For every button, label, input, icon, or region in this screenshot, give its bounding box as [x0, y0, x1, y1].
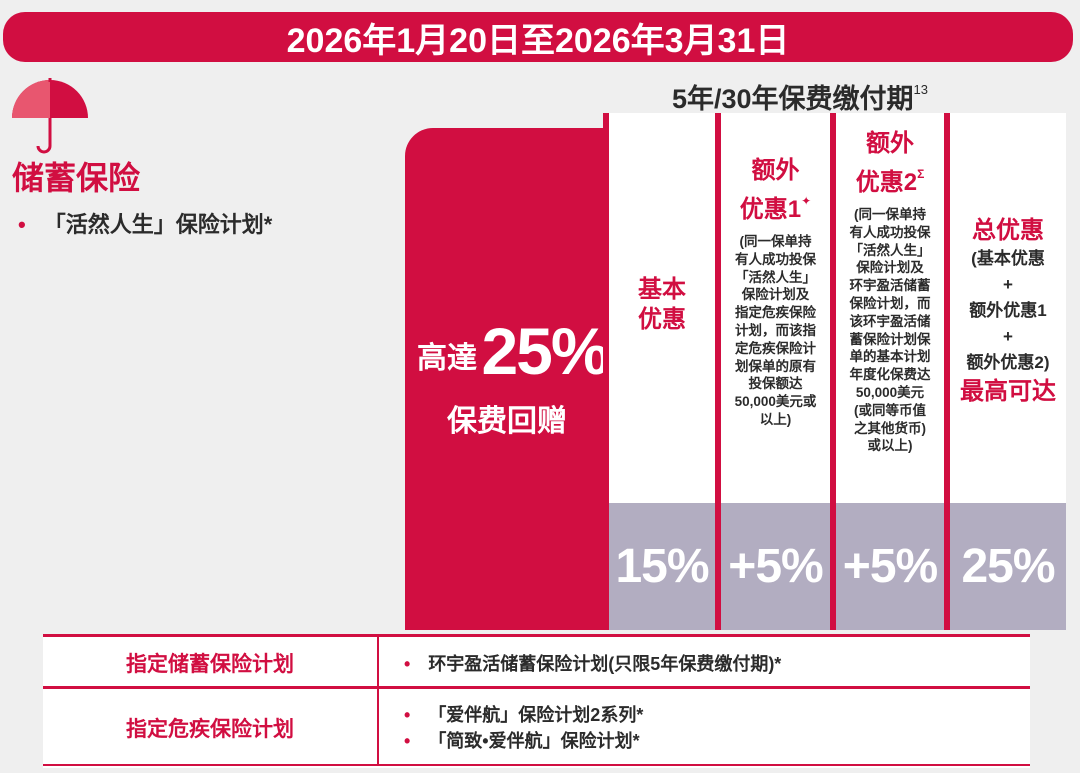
- extra-offer-2-desc: (同一保单持 有人成功投保 「活然人生」 保险计划及 环宇盈活储蓄 保险计划，而…: [849, 207, 931, 454]
- total-offer-content: 总优惠 (基本优惠 + 额外优惠1 + 额外优惠2) 最高可达: [950, 216, 1066, 408]
- extra-offer-2-value: +5%: [836, 503, 944, 630]
- basic-offer-value: 15%: [609, 503, 715, 630]
- highlight-headline: 高達 25%: [417, 313, 610, 389]
- footnote-13: 13: [913, 82, 929, 97]
- date-range-banner: 2026年1月20日至2026年3月31日: [3, 12, 1073, 62]
- column-divider: [830, 113, 836, 630]
- table-border: [377, 637, 379, 765]
- highlight-panel: 高達 25% 保费回赠: [405, 128, 610, 630]
- table-border: [43, 686, 1030, 689]
- table-border: [43, 634, 1030, 637]
- plan-list-item: • 「活然人生」保险计划*: [18, 208, 272, 242]
- date-range-text: 2026年1月20日至2026年3月31日: [286, 21, 790, 60]
- table-row-item: • 「爱伴航」保险计划2系列*: [404, 705, 644, 725]
- extra-offer-1-desc: (同一保单持 有人成功投保 「活然人生」 保险计划及 指定危疾保险 计划，而该指…: [734, 234, 817, 427]
- basic-offer-title: 基本 优惠: [638, 276, 686, 333]
- designated-plans-table: [43, 636, 1030, 768]
- extra-offer-1-value: +5%: [721, 503, 830, 630]
- extra-offer-1-title: 额外 优惠1✦: [739, 157, 812, 223]
- table-row-item: • 「简致•爱伴航」保险计划*: [404, 731, 640, 751]
- total-offer-title: 总优惠: [972, 217, 1044, 244]
- extra-offer-2-title: 额外 优惠2Σ: [855, 130, 925, 196]
- highlight-label: 保费回赠: [447, 405, 567, 438]
- max-label: 最高可达: [960, 378, 1056, 405]
- bullet: •: [18, 212, 26, 237]
- umbrella-icon: [10, 78, 90, 156]
- plan-name: 「活然人生」保险计划*: [43, 212, 273, 237]
- sigma-mark: Σ: [917, 167, 925, 181]
- total-offer-value: 25%: [950, 503, 1066, 630]
- highlight-percent: 25%: [481, 314, 609, 388]
- table-border: [43, 764, 1030, 766]
- star-mark: ✦: [801, 194, 812, 208]
- ci-plan-label: 指定危疾保险计划: [126, 718, 294, 741]
- column-divider: [603, 113, 609, 630]
- payment-term-heading: 5年/30年保费缴付期13: [671, 82, 929, 114]
- column-divider: [944, 113, 950, 630]
- highlight-prefix: 高達: [417, 342, 477, 375]
- savings-plan-label: 指定储蓄保险计划: [126, 653, 294, 676]
- column-divider: [715, 113, 721, 630]
- category-title: 储蓄保险: [12, 160, 141, 196]
- table-row-item: • 环宇盈活储蓄保险计划(只限5年保费缴付期)*: [404, 654, 782, 674]
